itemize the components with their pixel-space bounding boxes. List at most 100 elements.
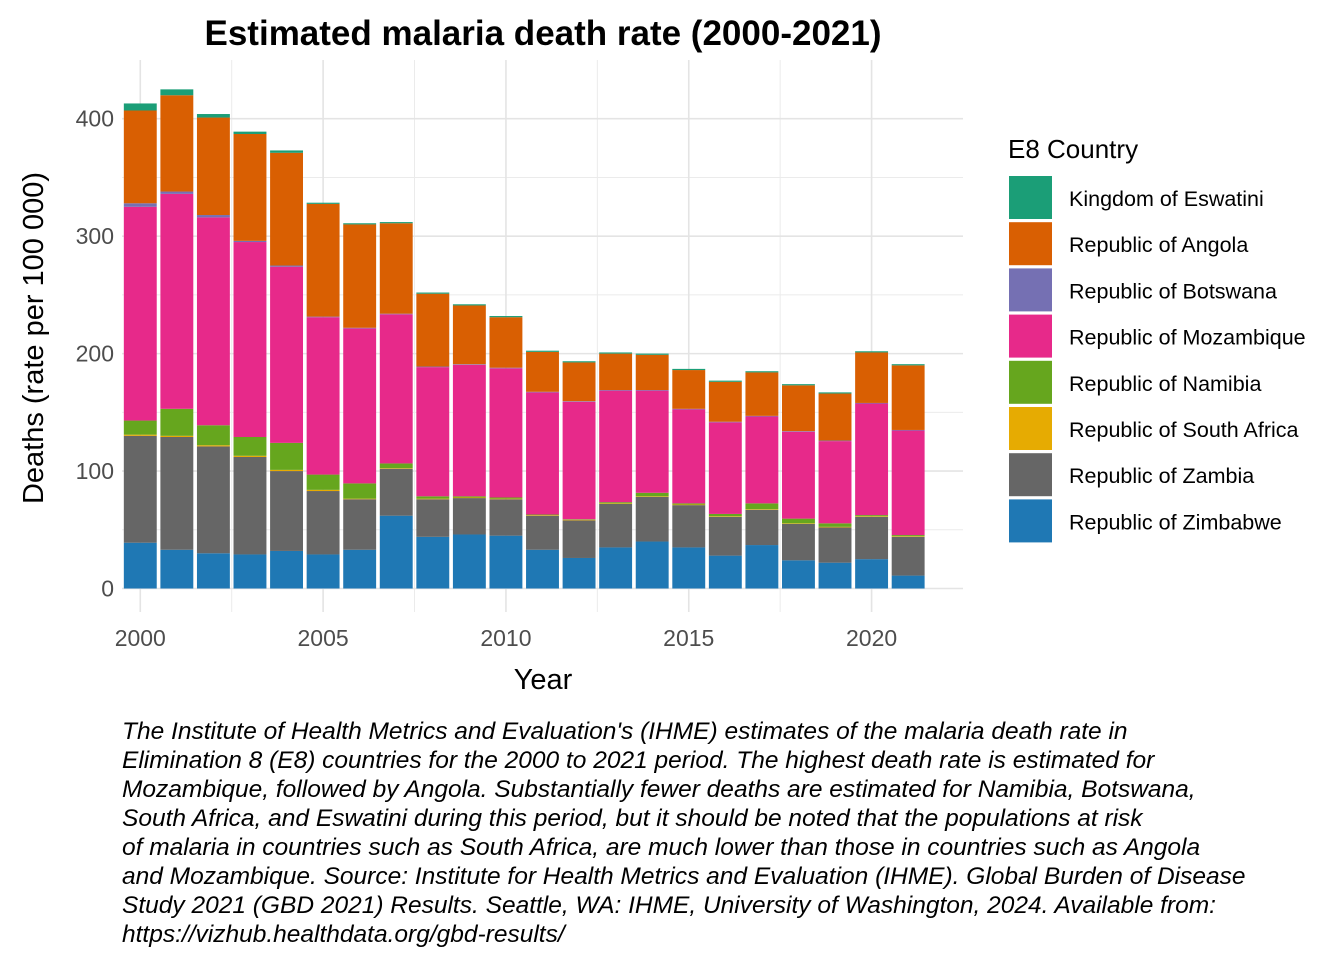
bar-segment [379, 468, 413, 469]
y-tick-label: 200 [76, 341, 114, 367]
bar-segment [782, 385, 815, 432]
bar-segment [891, 429, 925, 431]
bar-segment [489, 368, 523, 498]
bar-segment [343, 498, 377, 500]
y-axis-title: Deaths (rate per 100 000) [18, 172, 50, 504]
bar-segment [672, 505, 706, 548]
bar-segment [489, 497, 523, 499]
bar-segment [562, 401, 596, 402]
legend-label: Republic of Botswana [1069, 279, 1277, 303]
bar-segment [782, 560, 815, 589]
bar-segment [818, 393, 852, 441]
legend-label: Republic of Namibia [1069, 372, 1261, 396]
bar-segment [233, 437, 267, 456]
bar-segment [708, 422, 742, 514]
bar-segment [855, 516, 889, 560]
bar-segment [160, 549, 194, 589]
caption-line: https://vizhub.healthdata.org/gbd-result… [122, 921, 565, 948]
bar-segment [452, 498, 486, 535]
bar-segment [196, 553, 230, 589]
bar-segment [379, 515, 413, 589]
y-tick-label: 0 [101, 576, 114, 602]
bar-segment [196, 425, 230, 446]
bar-segment [526, 350, 559, 352]
legend-label: Republic of South Africa [1069, 418, 1299, 442]
bar-segment [270, 152, 303, 266]
bar-segment [708, 381, 742, 422]
bar-segment [306, 474, 340, 490]
bar-segment [196, 117, 230, 216]
bar-segment [416, 498, 450, 500]
bar-segment [233, 455, 267, 457]
bar-segment [672, 408, 706, 410]
bar-segment [599, 353, 633, 391]
bar-segment [452, 497, 486, 499]
bar-segment [745, 509, 779, 546]
bar-segment [160, 193, 194, 409]
bar-segment [160, 435, 194, 438]
bar-segment [306, 554, 340, 589]
bar-segment [818, 523, 852, 527]
bar-segment [233, 242, 267, 438]
bar-segment [745, 509, 779, 510]
bar-segment [855, 352, 889, 403]
chart-title: Estimated malaria death rate (2000-2021) [205, 14, 882, 53]
bar-segment [708, 421, 742, 423]
bar-segment [818, 392, 852, 394]
bar-segment [562, 557, 596, 589]
bar-segment [782, 431, 815, 432]
bar-segment [379, 463, 413, 469]
bar-segment [672, 504, 706, 506]
bar-segment [891, 536, 925, 537]
bar-segment [270, 550, 303, 589]
bar-segment [123, 435, 157, 543]
bar-segment [489, 317, 523, 368]
bar-segment [306, 317, 340, 475]
bar-segment [123, 206, 157, 421]
bar-segment [416, 536, 450, 589]
bar-segment [270, 471, 303, 551]
bar-segment [306, 203, 340, 317]
bar-segment [416, 496, 450, 499]
bar-segment [635, 390, 669, 391]
bar-segment [526, 515, 559, 516]
x-tick-label: 2020 [846, 625, 897, 651]
legend-swatch [1009, 360, 1052, 404]
caption-line: and Mozambique. Source: Institute for He… [122, 863, 1246, 890]
bar-segment [672, 547, 706, 589]
x-tick-label: 2005 [298, 625, 349, 651]
bar-segment [672, 409, 706, 504]
bar-segment [343, 328, 377, 484]
bar-segment [123, 103, 157, 111]
y-tick-label: 100 [76, 458, 114, 484]
bar-segment [526, 391, 559, 393]
legend-swatch [1009, 314, 1052, 358]
caption-line: Study 2021 (GBD 2021) Results. Seattle, … [122, 892, 1216, 919]
bar-segment [489, 316, 523, 318]
bar-segment [855, 515, 889, 517]
bar-segment [270, 442, 303, 470]
bar-segment [160, 95, 194, 192]
chart-axes: 0 100 200 300 400 2000 2005 2010 2015 2020 [76, 106, 898, 651]
bar-segment [562, 519, 596, 520]
bar-segment [599, 503, 633, 548]
bar-segment [489, 535, 523, 589]
bar-segment [891, 536, 925, 576]
bar-segment [818, 440, 852, 442]
bar-segment [270, 266, 303, 443]
legend-title: E8 Country [1008, 134, 1138, 164]
bar-segment [123, 420, 157, 435]
bar-segment [233, 240, 267, 243]
bar-segment [745, 503, 779, 510]
bar-segment [233, 133, 267, 241]
bar-segment [123, 203, 157, 207]
bar-segment [379, 222, 413, 224]
bar-segment [526, 515, 559, 550]
bar-segment [489, 498, 523, 500]
bar-segment [343, 223, 377, 225]
bar-segment [891, 430, 925, 536]
bar-segment [782, 431, 815, 519]
bar-segment [160, 408, 194, 436]
legend-swatch [1009, 453, 1052, 497]
bar-segment [233, 554, 267, 589]
